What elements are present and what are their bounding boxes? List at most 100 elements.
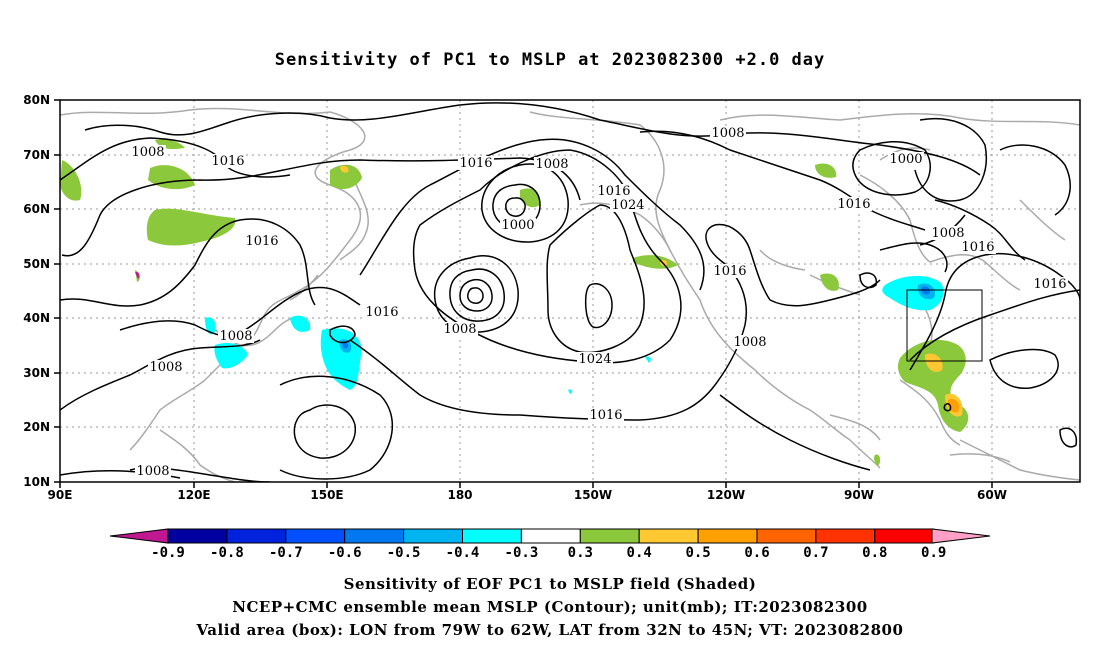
lon-label: 60W <box>977 488 1007 502</box>
lon-label: 120E <box>177 488 210 502</box>
contour-label-bg <box>148 360 184 374</box>
colorbar-label: 0.9 <box>921 545 946 561</box>
coastlines <box>60 107 1080 482</box>
contour-label: 1016 <box>589 408 622 423</box>
map-frame <box>59 99 1081 483</box>
contour-label-bg <box>960 240 996 254</box>
colorbar-label: -0.4 <box>446 545 480 561</box>
contour-label-bg <box>836 197 872 211</box>
contour-label: 1016 <box>961 240 994 255</box>
contour-label-bg <box>534 157 570 171</box>
contour-label-bg <box>610 198 646 212</box>
colorbar-boxes <box>167 528 935 544</box>
valid-area-box <box>906 289 983 362</box>
contour-label: 1016 <box>597 184 630 199</box>
lat-label: 20N <box>23 420 50 434</box>
colorbar-box <box>697 528 758 544</box>
contour-label-bg <box>596 184 632 198</box>
contour-label-bg <box>458 156 494 170</box>
contour-label-bg <box>588 408 624 422</box>
colorbar-box <box>815 528 876 544</box>
lat-label: 80N <box>23 93 50 107</box>
contour-label-bg <box>888 152 924 166</box>
contour-label-bg <box>130 145 166 159</box>
colorbar-box <box>638 528 699 544</box>
colorbar-label: 0.8 <box>862 545 887 561</box>
contour-label: 1008 <box>149 360 182 375</box>
axis-ticks <box>54 99 993 488</box>
colorbar-label: -0.8 <box>210 545 244 561</box>
colorbar-right-arrow <box>931 528 991 544</box>
contour-label-bg <box>135 464 171 478</box>
colorbar-box <box>344 528 405 544</box>
contour-label-bg <box>930 226 966 240</box>
contour-label: 1016 <box>837 197 870 212</box>
lat-label: 40N <box>23 311 50 325</box>
lon-label: 120W <box>707 488 745 502</box>
colorbar-box <box>756 528 817 544</box>
lat-label: 60N <box>23 202 50 216</box>
colorbar-label: -0.6 <box>328 545 362 561</box>
lat-label: 10N <box>23 475 50 489</box>
colorbar-labels: -0.9 -0.8 -0.7 -0.6 -0.5 -0.4 -0.3 0.3 0.4 0.5 0.6… <box>151 545 946 561</box>
contour-label-bg <box>500 218 536 232</box>
colorbar-box <box>403 528 464 544</box>
latitude-labels: 80N 70N 60N 50N 40N 30N 20N 10N <box>23 93 50 489</box>
colorbar-box <box>874 528 935 544</box>
colorbar-label: 0.4 <box>627 545 652 561</box>
colorbar-box <box>167 528 228 544</box>
contour-label: 1024 <box>578 352 611 367</box>
contour-label-bg <box>210 154 246 168</box>
colorbar-label: 0.5 <box>685 545 710 561</box>
colorbar-label: 0.6 <box>744 545 769 561</box>
contour-label-bg <box>442 322 478 336</box>
colorbar-label: -0.7 <box>269 545 303 561</box>
lat-label: 50N <box>23 257 50 271</box>
colorbar-label: 0.3 <box>568 545 593 561</box>
lat-label: 30N <box>23 366 50 380</box>
longitude-labels: 90E 120E 150E 180 150W 120W 90W 60W <box>48 488 1007 502</box>
contour-label-bg <box>732 335 768 349</box>
contour-label-bg <box>710 126 746 140</box>
lat-label: 70N <box>23 148 50 162</box>
caption-contour: NCEP+CMC ensemble mean MSLP (Contour); u… <box>232 598 868 616</box>
negative-sensitivity-patches <box>205 275 944 394</box>
contour-label: 1000 <box>889 152 922 167</box>
caption-sensitivity: Sensitivity of EOF PC1 to MSLP field (Sh… <box>343 575 757 593</box>
caption-valid-area: Valid area (box): LON from 79W to 62W, L… <box>196 621 904 639</box>
colorbar-label: -0.9 <box>151 545 185 561</box>
contour-label: 1016 <box>245 234 278 249</box>
negative-sensitivity-06 <box>342 286 931 349</box>
contour-label: 1008 <box>136 464 169 479</box>
colorbar-box <box>226 528 287 544</box>
contour-label: 1008 <box>733 335 766 350</box>
lon-label: 150E <box>310 488 343 502</box>
contour-label: 1008 <box>443 322 476 337</box>
contour-label: 1016 <box>211 154 244 169</box>
colorbar-label: -0.5 <box>387 545 421 561</box>
contour-label-bg <box>364 305 400 319</box>
lon-label: 90E <box>48 488 73 502</box>
contour-label: 1008 <box>219 329 252 344</box>
contour-label: 1024 <box>611 198 644 213</box>
colorbar-box <box>462 528 522 544</box>
contour-label: 1008 <box>931 226 964 241</box>
lon-label: 180 <box>447 488 472 502</box>
colorbar-label: -0.3 <box>505 545 539 561</box>
contour-label: 1008 <box>535 157 568 172</box>
contour-label-bg <box>577 352 613 366</box>
map-title: Sensitivity of PC1 to MSLP at 2023082300… <box>274 50 826 70</box>
contour-label-bg <box>218 329 254 343</box>
contour-label: 1016 <box>713 264 746 279</box>
colorbar-box <box>285 528 346 544</box>
colorbar: -0.9 -0.8 -0.7 -0.6 -0.5 -0.4 -0.3 0.3 0.4 0.5 0.6… <box>109 528 991 561</box>
contour-label: 1016 <box>459 156 492 171</box>
contour-label-bg <box>712 264 748 278</box>
lon-label: 90W <box>844 488 874 502</box>
contour-label: 1016 <box>365 305 398 320</box>
lon-label: 150W <box>574 488 612 502</box>
contour-label: 1008 <box>711 126 744 141</box>
contour-label: 1016 <box>1033 277 1066 292</box>
